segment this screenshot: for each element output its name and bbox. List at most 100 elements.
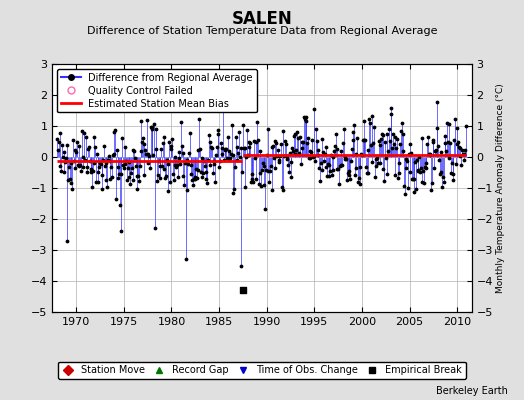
Point [221,147,229,153]
Point [367,142,375,148]
Point [280,153,288,160]
Point [393,136,401,142]
Point [316,178,324,184]
Point [360,117,368,124]
Point [271,138,280,144]
Point [160,133,169,140]
Point [166,178,174,185]
Point [429,139,437,146]
Point [399,130,408,137]
Point [89,168,97,175]
Point [95,164,103,171]
Point [238,169,246,175]
Point [101,163,109,170]
Point [104,157,112,164]
Point [329,154,337,161]
Point [190,174,199,180]
Point [412,157,421,164]
Point [54,138,63,145]
Point [138,139,146,146]
Point [229,152,237,158]
Point [457,162,465,169]
Point [158,162,166,169]
Point [141,147,149,154]
Point [293,129,301,135]
Point [397,128,405,134]
Point [449,171,457,178]
Point [267,163,275,169]
Point [315,165,323,171]
Point [207,144,215,150]
Point [384,148,392,154]
Point [179,150,188,156]
Point [169,170,177,177]
Point [302,114,311,120]
Point [202,176,211,182]
Point [239,145,248,152]
Point [431,148,439,155]
Point [264,168,272,174]
Point [245,139,254,145]
Point [226,155,234,162]
Point [93,168,102,175]
Point [304,135,312,142]
Point [432,99,441,105]
Point [94,179,103,186]
Point [325,172,334,179]
Point [406,169,414,176]
Point [86,165,95,172]
Point [375,138,383,145]
Point [290,131,299,137]
Point [434,143,442,149]
Point [181,160,189,166]
Point [352,151,360,157]
Point [249,178,257,185]
Point [324,161,332,167]
Point [380,178,388,184]
Point [398,148,407,154]
Point [401,165,410,171]
Point [375,160,384,166]
Point [409,176,417,182]
Point [357,151,365,157]
Point [73,161,82,168]
Point [407,150,416,156]
Point [153,178,161,184]
Point [318,136,326,142]
Point [353,135,362,141]
Point [182,256,190,262]
Point [298,144,307,151]
Point [67,180,75,186]
Point [205,139,214,146]
Text: Difference of Station Temperature Data from Regional Average: Difference of Station Temperature Data f… [87,26,437,36]
Point [204,157,212,164]
Point [417,164,425,171]
Point [284,162,292,168]
Point [265,178,274,185]
Point [184,161,192,167]
Point [344,172,353,178]
Point [266,168,274,174]
Point [213,130,222,137]
Point [390,134,399,140]
Point [177,119,185,126]
Point [345,167,354,174]
Point [79,153,87,160]
Point [439,174,447,180]
Point [413,168,422,174]
Point [334,166,342,172]
Point [81,157,89,164]
Point [173,162,181,168]
Point [200,158,208,164]
Point [247,170,256,177]
Point [275,159,283,166]
Point [275,157,283,164]
Point [213,144,221,150]
Point [198,154,206,161]
Point [148,124,157,130]
Point [257,183,265,189]
Point [167,143,176,149]
Point [150,121,158,127]
Point [83,164,92,170]
Point [387,110,396,117]
